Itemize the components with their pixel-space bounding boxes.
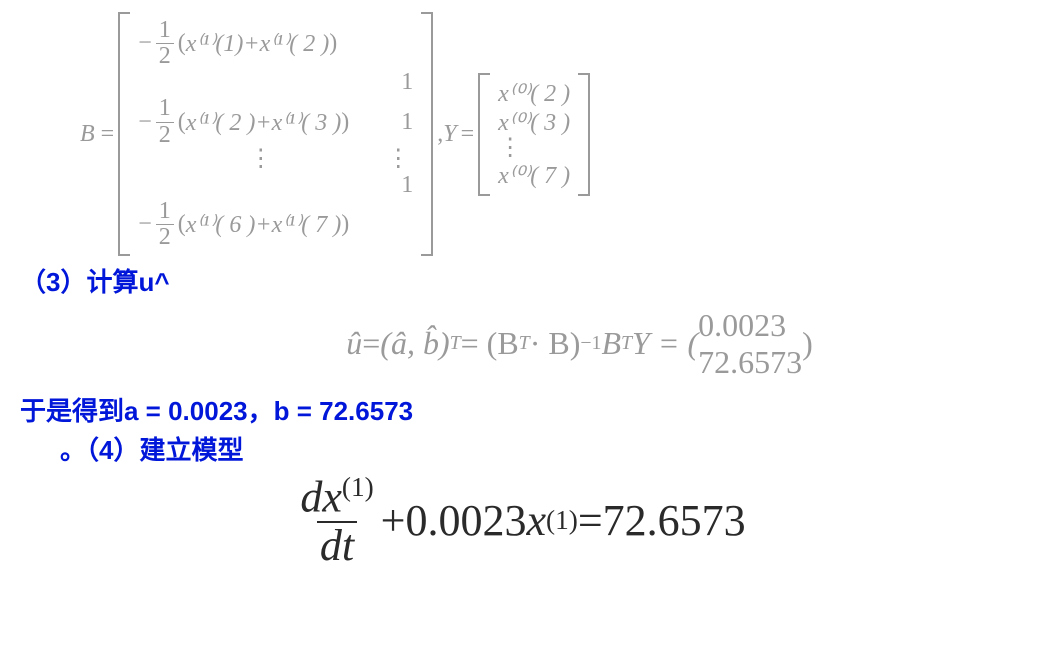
B-row2-one: 1 — [383, 69, 413, 96]
equals-1: = — [101, 121, 115, 148]
matrix-definition: B = − 12 ( x⁽¹⁾(1)+x⁽¹⁾( 2 ) ) 1 − 12 — [80, 12, 1019, 256]
coef-a: 0.0023 — [406, 495, 527, 546]
matrix-B: − 12 ( x⁽¹⁾(1)+x⁽¹⁾( 2 ) ) 1 − 12 ( x⁽¹⁾… — [118, 12, 433, 256]
equals-2: = — [461, 121, 475, 148]
result-ab-line: 于是得到a = 0.0023，b = 72.6573 — [20, 391, 1019, 428]
ab-vector: (â, b̂) — [380, 325, 449, 362]
u-hat-equation: û = (â, b̂)T = (BT · B)−1 BT Y = ( 0.002… — [20, 307, 1019, 381]
Y-vdots: ⋮ — [498, 144, 522, 154]
u-vec-top: 0.0023 — [698, 307, 786, 344]
section-4-heading: 。（4）建立模型 — [60, 430, 1019, 467]
matrix-Y: x⁽⁰⁾( 2 ) x⁽⁰⁾( 3 ) ⋮ x⁽⁰⁾( 7 ) — [478, 73, 590, 196]
Y-row2: x⁽⁰⁾( 3 ) — [498, 108, 570, 137]
B-row1-expr: x⁽¹⁾(1)+x⁽¹⁾( 2 ) — [186, 29, 329, 58]
B-label: B — [80, 121, 95, 148]
u-vec-bot: 72.6573 — [698, 344, 802, 381]
B-row6-expr: x⁽¹⁾( 6 )+x⁽¹⁾( 7 ) — [186, 210, 341, 239]
B-row3-expr: x⁽¹⁾( 2 )+x⁽¹⁾( 3 ) — [186, 108, 341, 137]
value-a: 0.0023 — [168, 396, 248, 426]
value-b: 72.6573 — [319, 396, 413, 426]
coef-b: 72.6573 — [603, 495, 746, 546]
Y-label: Y — [443, 121, 456, 148]
dt-denom: dt — [317, 521, 357, 569]
B-row5-one: 1 — [383, 172, 413, 199]
model-equation: dx(1) dt + 0.0023 x(1) = 72.6573 — [20, 473, 1019, 569]
B-row3-one: 1 — [383, 109, 413, 136]
Y-row1: x⁽⁰⁾( 2 ) — [498, 79, 570, 108]
section-3-heading: （3）计算u^ — [20, 262, 1019, 299]
u-hat-symbol: û — [346, 325, 362, 362]
Y-row4: x⁽⁰⁾( 7 ) — [498, 161, 570, 190]
